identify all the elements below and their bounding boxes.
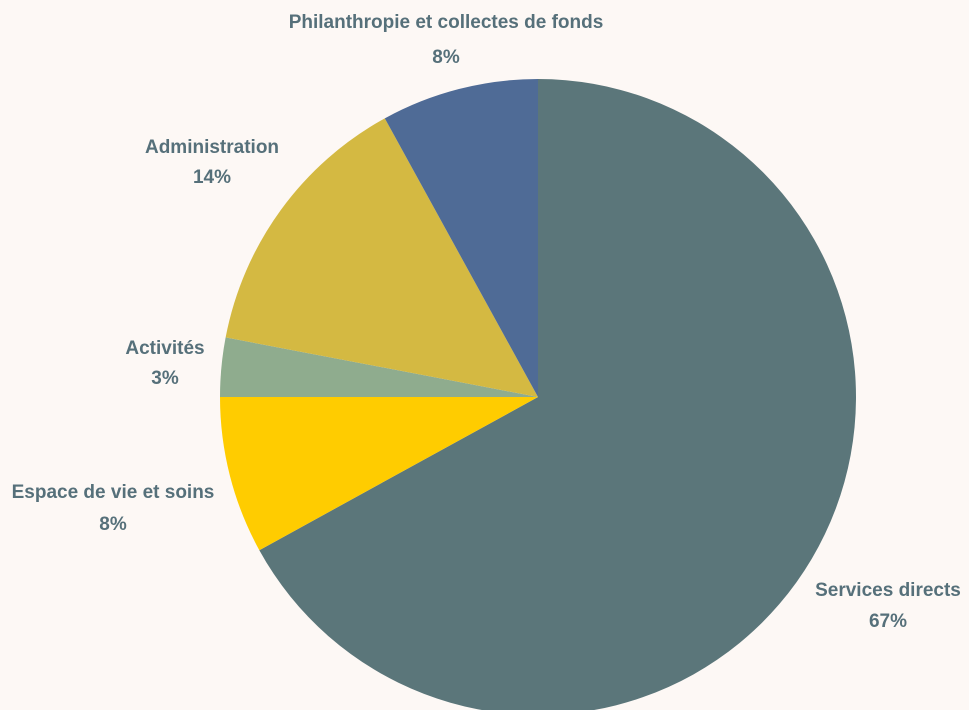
slice-value: 14% — [193, 167, 231, 188]
slice-label: Administration — [145, 137, 279, 158]
pie-slice — [220, 397, 538, 551]
pie-slice — [384, 79, 538, 397]
slice-value: 8% — [99, 514, 127, 535]
slice-label: Espace de vie et soins — [12, 482, 215, 503]
slice-value: 8% — [432, 47, 460, 68]
pie-slice — [225, 118, 538, 397]
slice-value: 3% — [151, 368, 179, 389]
slice-label: Activités — [125, 338, 204, 359]
slice-value: 67% — [869, 611, 907, 632]
slice-label: Philanthropie et collectes de fonds — [289, 12, 604, 33]
pie-slice — [220, 337, 538, 397]
slice-label: Services directs — [815, 580, 961, 601]
pie-slice — [259, 79, 856, 710]
